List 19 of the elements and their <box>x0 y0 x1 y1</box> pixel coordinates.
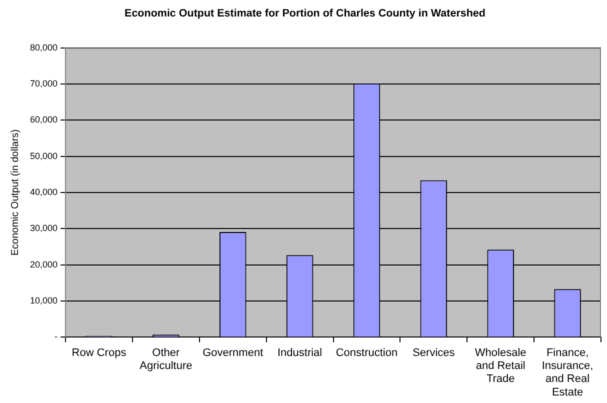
y-tick-label: 60,000 <box>30 114 58 125</box>
x-tick-label: Finance, Insurance, and Real Estate <box>542 346 594 398</box>
x-tick-label: Industrial <box>277 346 322 359</box>
y-tick-label: 20,000 <box>30 259 58 270</box>
x-tick-label: Row Crops <box>72 346 127 359</box>
y-tick-label: - <box>54 332 58 342</box>
x-tick-label: Government <box>202 346 264 359</box>
x-tick-label: Other Agriculture <box>140 346 192 372</box>
y-axis-title: Economic Output (in dollars) <box>10 129 21 256</box>
y-tick-label: 30,000 <box>30 223 58 234</box>
y-tick-label: 40,000 <box>30 187 58 198</box>
y-tick-label: 70,000 <box>30 78 58 89</box>
x-tick-label: Services <box>412 346 456 359</box>
chart-title: Economic Output Estimate for Portion of Charles County in Watershed <box>124 7 486 20</box>
x-tick-label: Wholesale and Retail Trade <box>474 346 526 386</box>
y-tick-label: 80,000 <box>30 42 58 52</box>
x-tick-label: Construction <box>336 346 398 359</box>
y-tick-label: 50,000 <box>30 150 58 161</box>
y-tick-label: 10,000 <box>30 296 58 306</box>
